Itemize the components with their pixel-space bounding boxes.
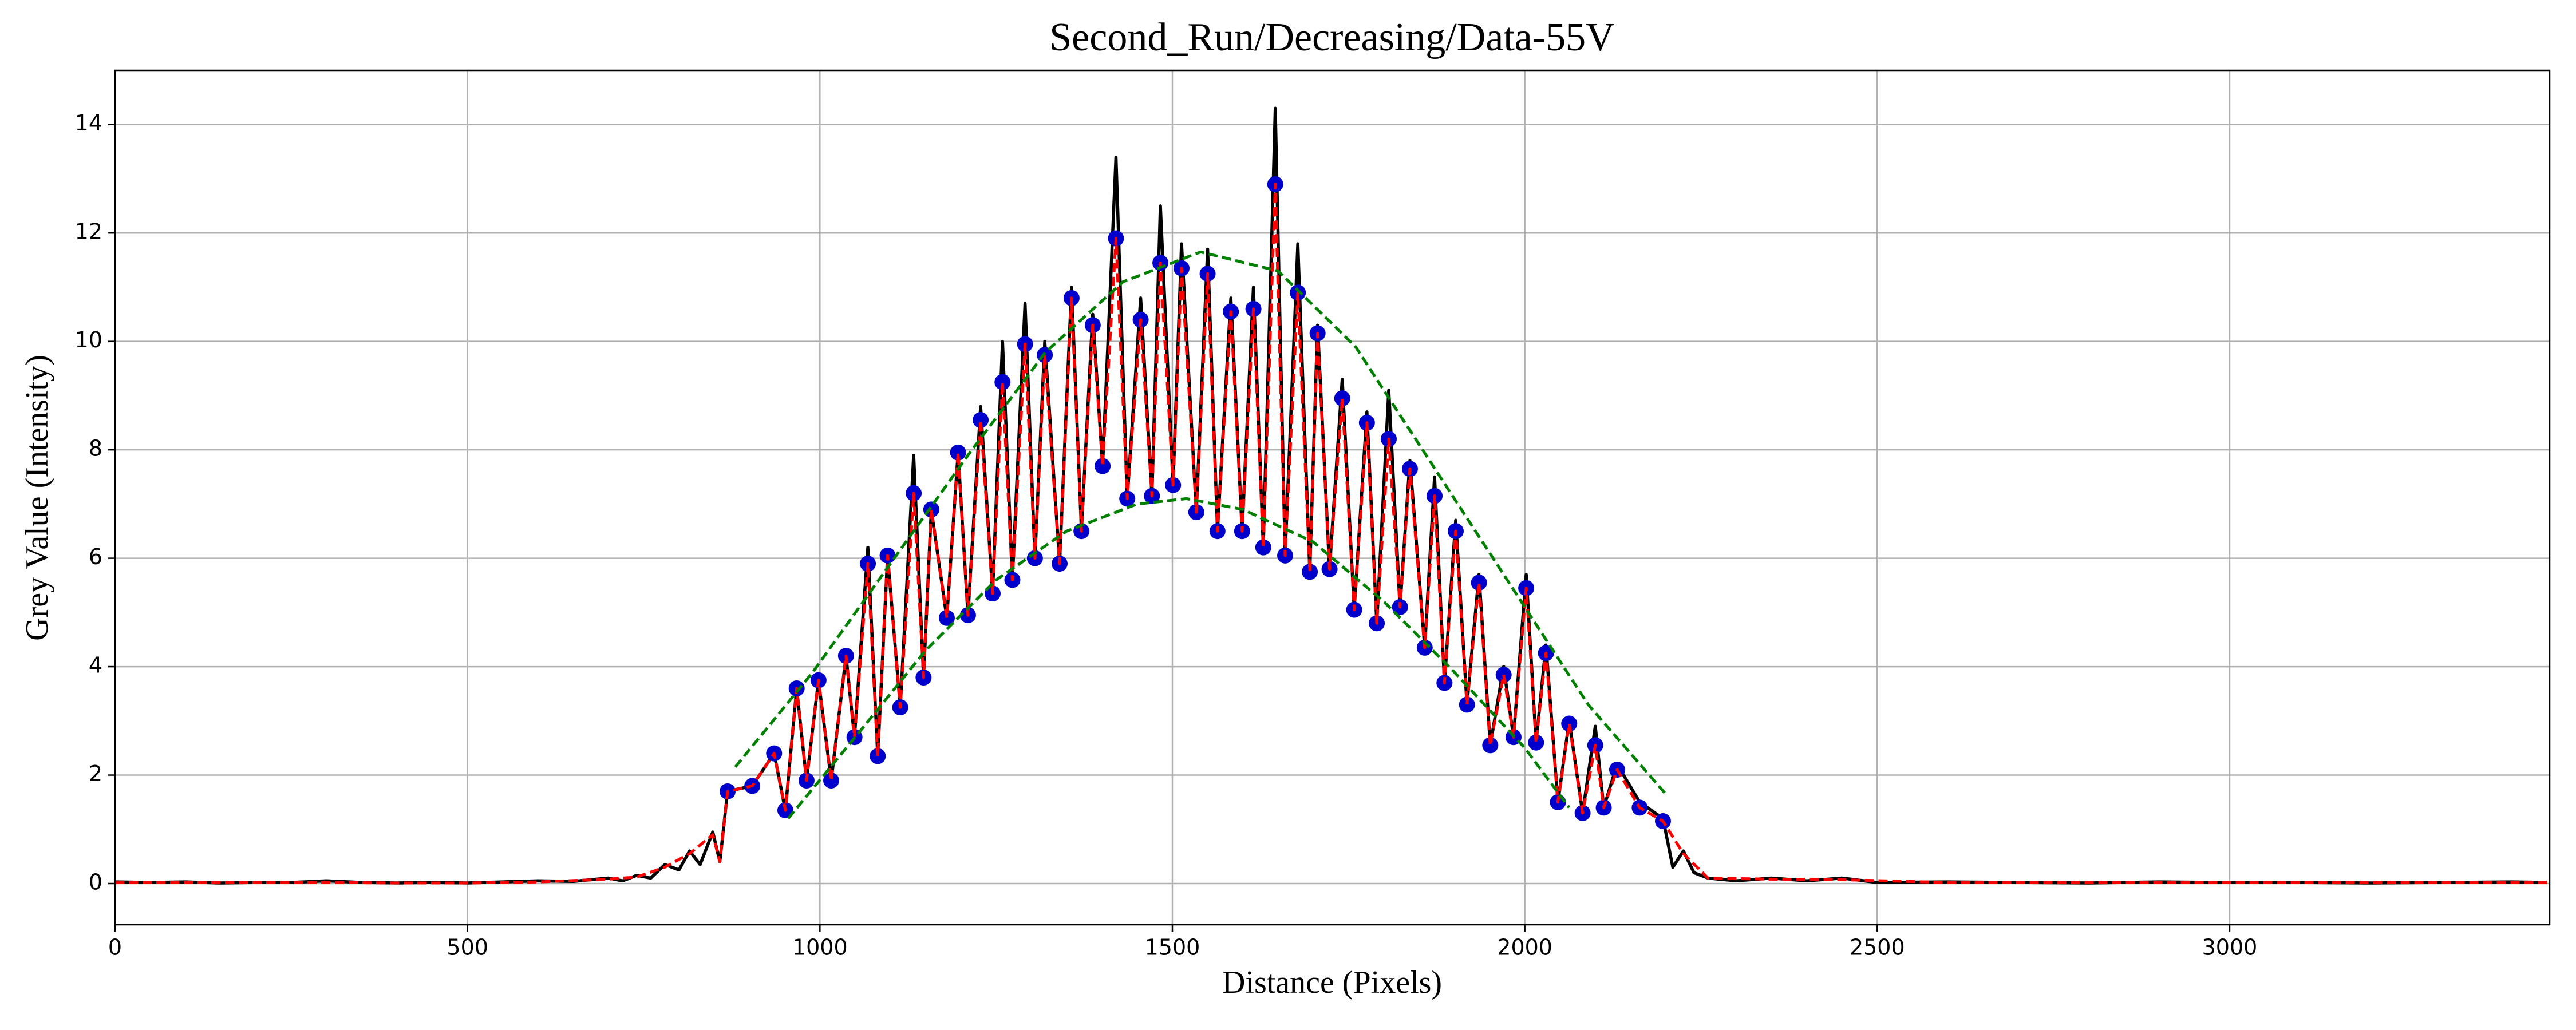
x-tick-label: 2500 (1850, 935, 1905, 960)
y-tick-label: 0 (89, 870, 102, 895)
y-tick-label: 6 (89, 544, 102, 569)
plot-area (115, 106, 2550, 885)
peak-point (1561, 715, 1578, 732)
peak-point (1302, 564, 1318, 580)
y-tick-label: 12 (75, 219, 102, 244)
x-tick-label: 1500 (1145, 935, 1200, 960)
y-tick-label: 4 (89, 653, 102, 678)
peak-point (1255, 539, 1271, 556)
x-tick-label: 2000 (1497, 935, 1552, 960)
peak-point (1528, 734, 1544, 751)
peak-point (1095, 458, 1111, 474)
peak-point (938, 609, 955, 626)
peak-point (1482, 737, 1499, 754)
x-tick-label: 3000 (2202, 935, 2258, 960)
y-axis-label: Grey Value (Intensity) (19, 355, 55, 641)
peak-point (973, 412, 989, 429)
peak-point (950, 444, 966, 461)
y-tick-label: 14 (75, 110, 102, 136)
y-tick-label: 2 (89, 761, 102, 786)
x-axis-label: Distance (Pixels) (1222, 965, 1442, 1000)
data-line (787, 497, 1571, 819)
peak-point (1471, 575, 1487, 591)
peak-point (870, 748, 886, 764)
x-tick-label: 0 (108, 935, 122, 960)
x-tick-label: 1000 (792, 935, 848, 960)
x-tick-label: 500 (447, 935, 488, 960)
peak-point (1495, 667, 1512, 683)
peak-point (1334, 390, 1350, 407)
data-line (115, 183, 2550, 885)
chart-title: Second_Run/Decreasing/Data-55V (1049, 15, 1615, 60)
y-tick-label: 10 (75, 327, 102, 352)
data-line (734, 250, 1667, 795)
y-tick-label: 8 (89, 436, 102, 461)
peak-point (1459, 696, 1475, 713)
peak-point (994, 374, 1011, 390)
peak-point (823, 772, 840, 789)
plot-frame (114, 69, 2551, 926)
